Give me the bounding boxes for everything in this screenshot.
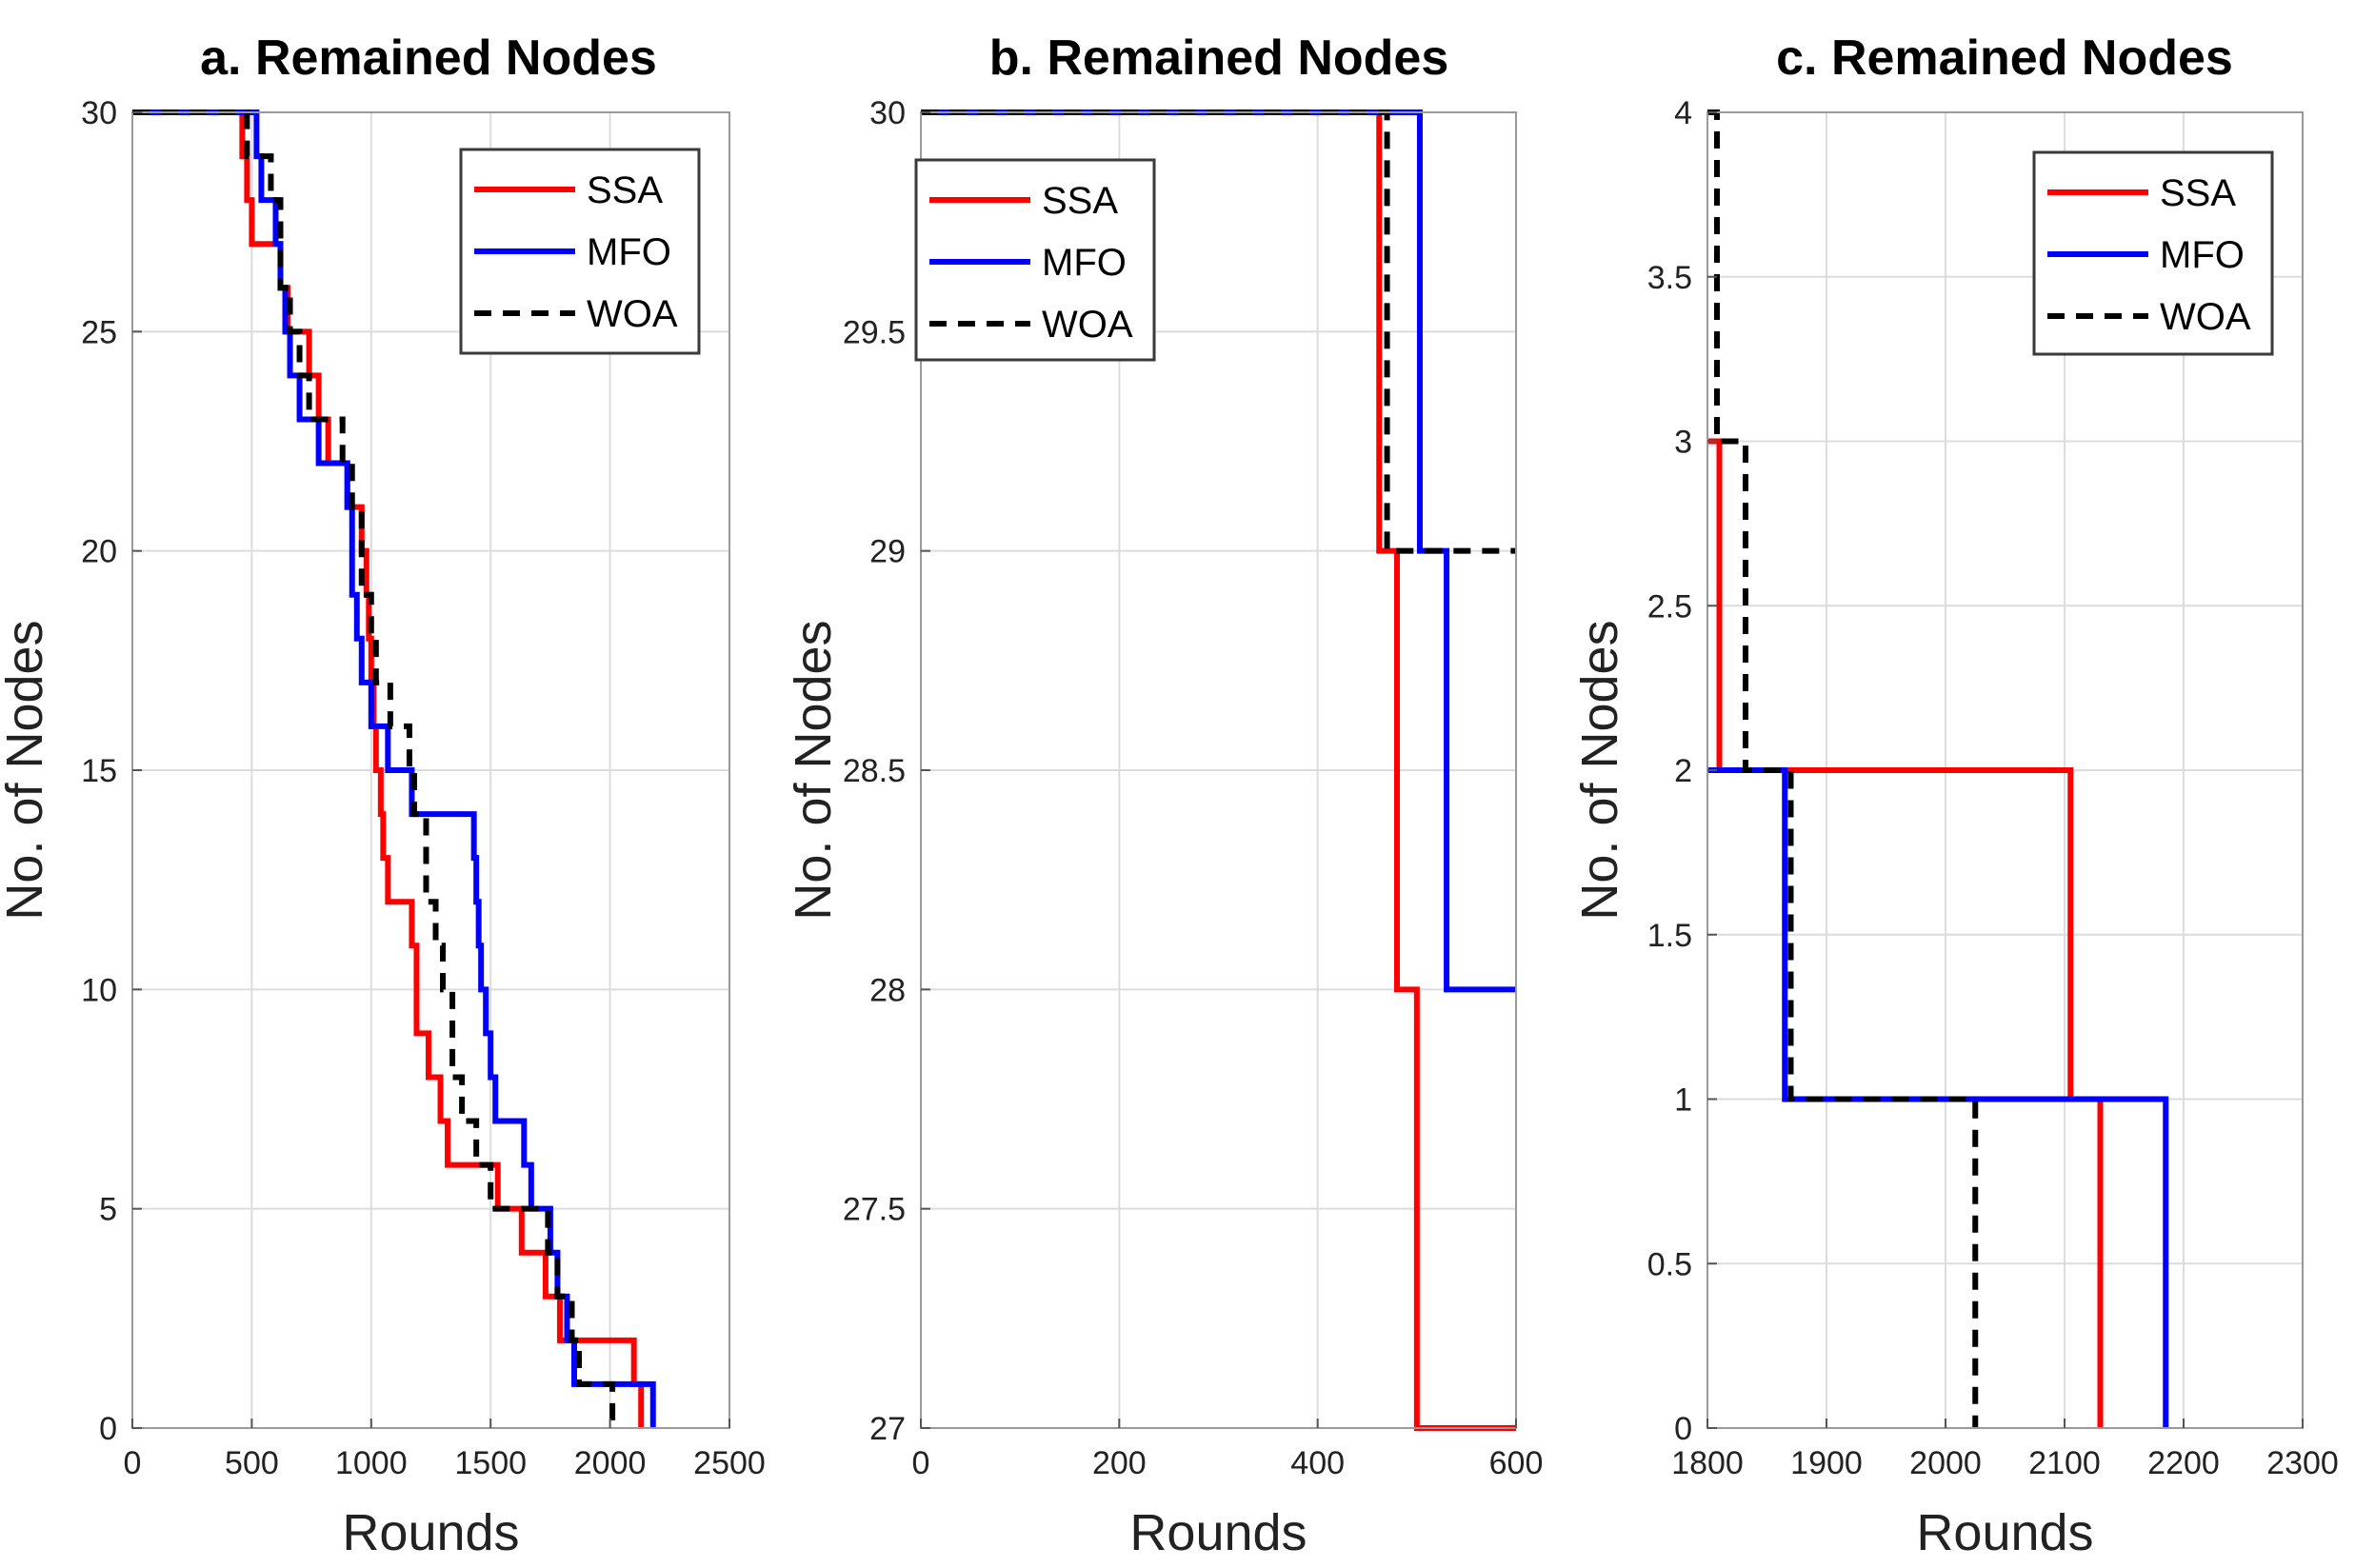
y-tick-label: 30 bbox=[869, 95, 906, 131]
y-tick-label: 28 bbox=[869, 972, 906, 1008]
x-tick-label: 2000 bbox=[574, 1445, 647, 1481]
y-tick-label: 0.5 bbox=[1647, 1246, 1692, 1282]
y-tick-label: 3.5 bbox=[1647, 260, 1692, 296]
legend: SSA MFO WOA bbox=[2032, 150, 2274, 356]
series-line-mfo bbox=[1707, 767, 2169, 1428]
x-tick-label: 1900 bbox=[1790, 1445, 1863, 1481]
y-tick-label: 29 bbox=[869, 534, 906, 570]
y-tick-label: 20 bbox=[81, 534, 117, 570]
legend-label-woa: WOA bbox=[587, 293, 678, 335]
chart-panel-3: 1800 1900 2000 2100 2200 2300 0 0.5 1 1.5 2 2.5 3 3.5… bbox=[1571, 30, 2339, 1561]
y-tick-label: 15 bbox=[81, 753, 117, 789]
legend-label-woa: WOA bbox=[1042, 304, 1133, 346]
chart-title: a. Remained Nodes bbox=[200, 30, 657, 86]
legend-label-woa: WOA bbox=[2160, 296, 2251, 338]
y-tick-label: 27 bbox=[869, 1411, 906, 1447]
x-tick-label: 2500 bbox=[693, 1445, 766, 1481]
x-tick-label: 0 bbox=[124, 1445, 142, 1481]
x-tick-label: 2300 bbox=[2266, 1445, 2339, 1481]
x-tick-label: 1800 bbox=[1671, 1445, 1744, 1481]
series-line-woa bbox=[132, 109, 616, 1428]
x-tick-label: 1000 bbox=[335, 1445, 408, 1481]
x-tick-label: 2000 bbox=[1909, 1445, 1982, 1481]
legend-label-mfo: MFO bbox=[2160, 234, 2245, 276]
legend-label-mfo: MFO bbox=[1042, 242, 1127, 284]
x-axis-label: Rounds bbox=[1916, 1504, 2093, 1561]
x-tick-label: 400 bbox=[1290, 1445, 1345, 1481]
legend: SSA MFO WOA bbox=[914, 158, 1156, 362]
y-tick-label: 10 bbox=[81, 972, 117, 1008]
y-tick-label: 3 bbox=[1674, 425, 1692, 461]
y-tick-label: 30 bbox=[81, 95, 117, 131]
legend-label-ssa: SSA bbox=[2160, 172, 2236, 214]
x-tick-label: 200 bbox=[1092, 1445, 1147, 1481]
series-line-woa bbox=[1707, 109, 1979, 1428]
legend-label-mfo: MFO bbox=[587, 231, 671, 273]
legend: SSA MFO WOA bbox=[459, 148, 701, 355]
series-line-ssa bbox=[921, 109, 1516, 1431]
x-tick-label: 0 bbox=[912, 1445, 930, 1481]
y-tick-label: 5 bbox=[99, 1192, 117, 1228]
chart-title: c. Remained Nodes bbox=[1776, 30, 2233, 86]
y-tick-label: 28.5 bbox=[843, 753, 906, 789]
series-line-mfo bbox=[132, 109, 656, 1428]
y-tick-label: 2 bbox=[1674, 753, 1692, 789]
chart-title: b. Remained Nodes bbox=[989, 30, 1449, 86]
y-tick-label: 4 bbox=[1674, 95, 1692, 131]
y-axis-label: No. of Nodes bbox=[785, 620, 842, 920]
y-tick-label: 2.5 bbox=[1647, 588, 1692, 625]
y-axis-label: No. of Nodes bbox=[1571, 620, 1628, 920]
chart-panel-1: 0 500 1000 1500 2000 2500 0 5 10 15 20 25 30 a. Remai… bbox=[0, 30, 766, 1561]
x-tick-label: 1500 bbox=[454, 1445, 527, 1481]
y-tick-label: 27.5 bbox=[843, 1192, 906, 1228]
x-axis-label: Rounds bbox=[1129, 1504, 1307, 1561]
x-tick-label: 2200 bbox=[2147, 1445, 2220, 1481]
y-tick-label: 1 bbox=[1674, 1082, 1692, 1119]
y-tick-label: 0 bbox=[99, 1411, 117, 1447]
x-axis-label: Rounds bbox=[342, 1504, 519, 1561]
x-tick-label: 2100 bbox=[2028, 1445, 2101, 1481]
y-tick-label: 29.5 bbox=[843, 314, 906, 350]
chart-panel-2: 0 200 400 600 27 27.5 28 28.5 29 29.5 30 b. Remaine… bbox=[785, 30, 1543, 1561]
x-tick-label: 600 bbox=[1489, 1445, 1544, 1481]
legend-label-ssa: SSA bbox=[1042, 180, 1118, 222]
y-tick-label: 1.5 bbox=[1647, 918, 1692, 954]
x-tick-label: 500 bbox=[225, 1445, 279, 1481]
y-axis-label: No. of Nodes bbox=[0, 620, 53, 920]
y-tick-label: 25 bbox=[81, 314, 117, 350]
y-tick-label: 0 bbox=[1674, 1411, 1692, 1447]
legend-label-ssa: SSA bbox=[587, 169, 663, 211]
